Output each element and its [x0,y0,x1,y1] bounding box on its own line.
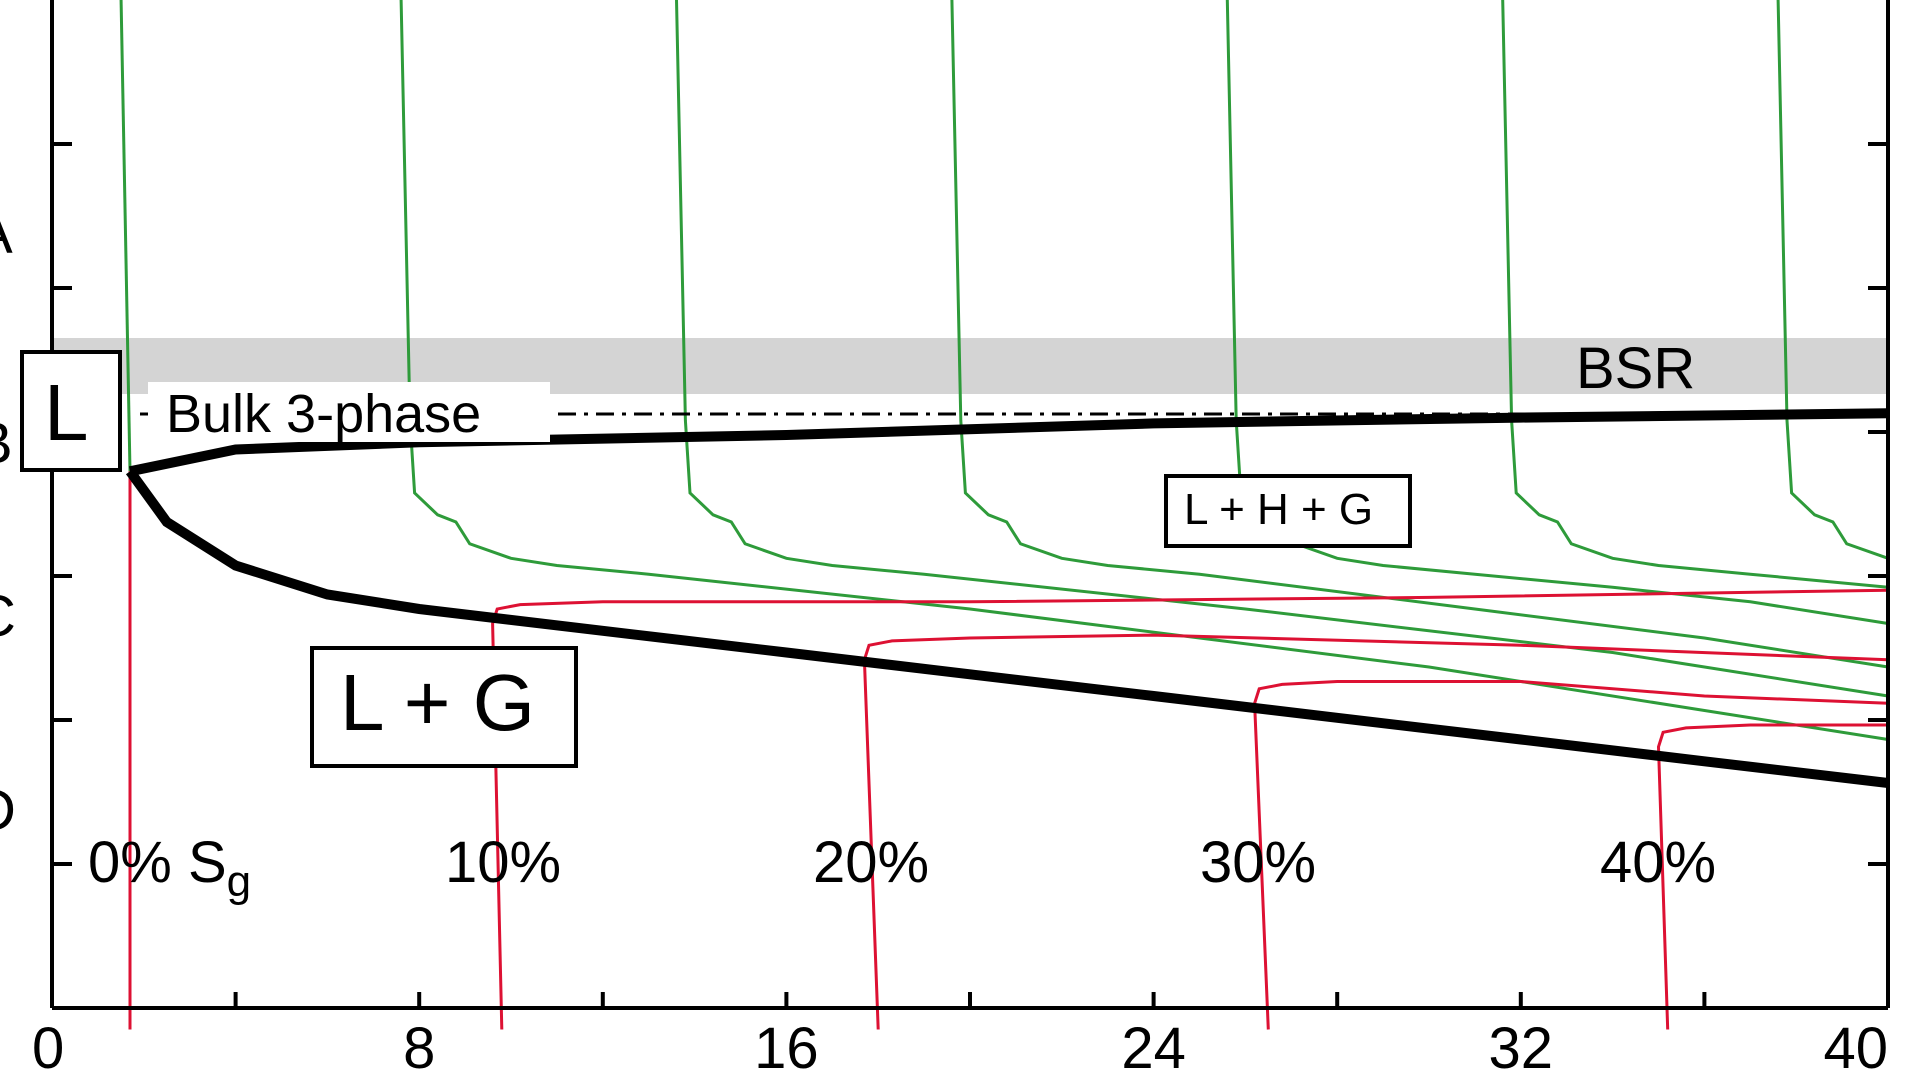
saturation-label-0-main: 0% S [88,830,227,895]
saturation-label-30: 30% [1200,830,1316,895]
region-lg-box [310,646,578,768]
saturation-label-20: 20% [813,830,929,895]
x-tick-label-32: 32 [1489,1016,1554,1080]
region-l-label: L [44,368,89,457]
x-tick-label-0: 0 [32,1016,64,1080]
ticks-layer: 0 8 16 24 32 40 [32,142,1890,1080]
y-tick-label-c: C [0,584,16,649]
saturation-label-10: 10% [445,830,561,895]
red-series-4 [1656,723,1888,1030]
bsr-label: BSR [1576,336,1695,401]
boundary-layer [125,408,1889,788]
bulk-label-backdrop [148,382,550,442]
green-series-2 [675,0,1889,698]
region-lhg-label: L + H + G [1184,485,1373,534]
x-tick-label-40: 40 [1823,1016,1888,1080]
saturation-label-40: 40% [1600,830,1716,895]
red-series-3 [1253,680,1889,1030]
x-tick-label-16: 16 [754,1016,819,1080]
region-lhg-box [1164,474,1412,548]
green-series-1 [399,0,1889,741]
upper-phase-boundary [128,408,1889,477]
green-series-0 [119,0,132,472]
saturation-label-0: 0% Sg [88,830,251,906]
lower-phase-boundary [125,468,1889,788]
region-l-box [20,350,122,472]
saturation-label-0-sub: g [227,857,251,906]
red-series-1 [491,588,1889,1030]
green-series-3 [950,0,1889,669]
green-series-6 [1776,0,1889,560]
green-series-5 [1501,0,1889,589]
x-tick-label-24: 24 [1121,1016,1186,1080]
bulk-3-phase-label: Bulk 3-phase [166,384,481,444]
y-tick-label-d: D [0,778,16,843]
y-tick-label-b: B [0,411,13,476]
x-tick-label-8: 8 [403,1016,435,1080]
region-lg-label: L + G [340,658,535,747]
y-tick-label-a: A [0,201,13,266]
red-series-2 [862,633,1889,1030]
